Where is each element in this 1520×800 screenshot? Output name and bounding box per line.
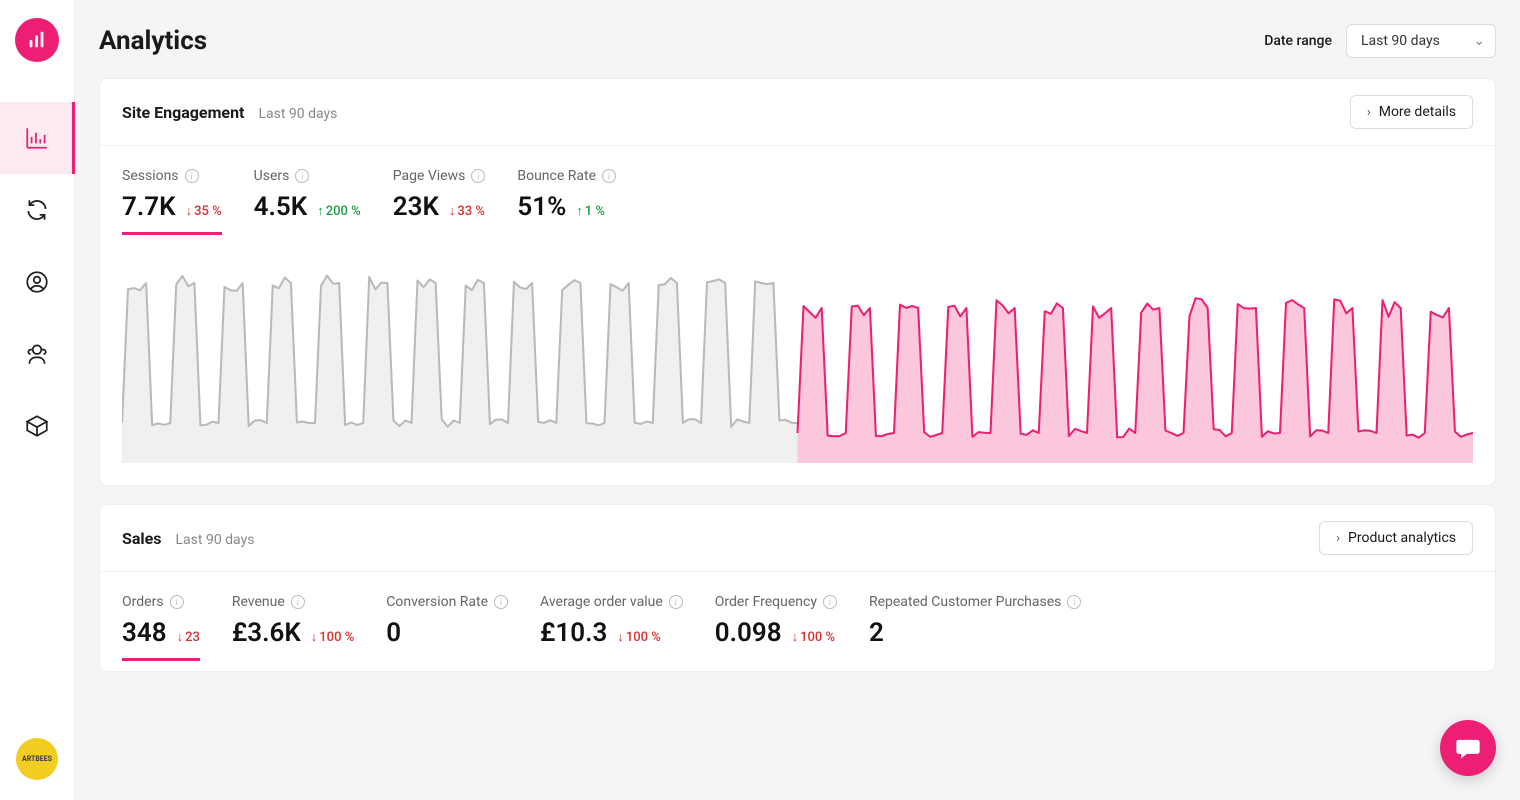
user-circle-icon (24, 269, 50, 295)
chevron-right-icon: › (1367, 105, 1371, 120)
metric-repeated-customer-purchases[interactable]: Repeated Customer Purchases i 2 (869, 594, 1081, 661)
page-title: Analytics (99, 26, 207, 56)
info-icon[interactable]: i (823, 595, 837, 609)
chat-bubble-button[interactable] (1440, 720, 1496, 776)
chevron-down-icon: ⌄ (1473, 33, 1485, 49)
sales-title: Sales (122, 529, 162, 548)
info-icon[interactable]: i (185, 169, 199, 183)
metric-revenue[interactable]: Revenue i £3.6K ↓100 % (232, 594, 354, 661)
artbees-badge-label: ARTBEES (22, 755, 52, 763)
artbees-badge: ARTBEES (16, 738, 58, 780)
metric-delta: ↓23 (177, 629, 200, 645)
metric-label: Sessions (122, 168, 179, 184)
metric-label: Page Views (393, 168, 466, 184)
metric-page-views[interactable]: Page Views i 23K ↓33 % (393, 168, 486, 235)
sidebar-item-analytics[interactable] (0, 102, 75, 174)
engagement-subtitle: Last 90 days (258, 106, 337, 122)
metric-value: 51% (517, 192, 566, 222)
metric-value: 0 (386, 618, 401, 648)
metric-delta: ↑200 % (317, 203, 360, 219)
metric-label: Orders (122, 594, 164, 610)
engagement-card: Site Engagement Last 90 days › More deta… (99, 78, 1496, 486)
date-range-value: Last 90 days (1361, 33, 1440, 49)
metric-delta: ↓33 % (449, 203, 485, 219)
metric-value: £3.6K (232, 618, 301, 648)
metric-average-order-value[interactable]: Average order value i £10.3 ↓100 % (540, 594, 683, 661)
chevron-right-icon: › (1336, 531, 1340, 546)
support-user-icon (24, 341, 50, 367)
metric-delta: ↓35 % (186, 203, 222, 219)
sidebar-item-users[interactable] (0, 318, 75, 390)
metric-value: £10.3 (540, 618, 607, 648)
info-icon[interactable]: i (295, 169, 309, 183)
metric-value: 4.5K (254, 192, 308, 222)
metric-orders[interactable]: Ordersi348 ↓23 (122, 594, 200, 661)
info-icon[interactable]: i (494, 595, 508, 609)
metric-label: Bounce Rate (517, 168, 596, 184)
more-details-label: More details (1379, 104, 1456, 120)
chat-icon (1454, 734, 1482, 762)
info-icon[interactable]: i (170, 595, 184, 609)
app-logo (15, 18, 59, 62)
date-range-label: Date range (1264, 33, 1332, 49)
refresh-icon (24, 197, 50, 223)
sales-metrics: Ordersi348↓23Revenuei£3.6K↓100 %Conversi… (100, 572, 1495, 671)
product-analytics-label: Product analytics (1348, 530, 1456, 546)
engagement-card-header: Site Engagement Last 90 days › More deta… (100, 79, 1495, 146)
sales-subtitle: Last 90 days (176, 532, 255, 548)
sidebar: ARTBEES (0, 0, 75, 800)
metric-sessions[interactable]: Sessions i 7.7K ↓35 % (122, 168, 222, 235)
metric-label: Order Frequency (715, 594, 817, 610)
more-details-button[interactable]: › More details (1350, 95, 1473, 129)
sales-card: Sales Last 90 days › Product analytics O… (99, 504, 1496, 672)
metric-delta: ↓100 % (311, 629, 354, 645)
metric-label: Average order value (540, 594, 663, 610)
sidebar-item-customers[interactable] (0, 246, 75, 318)
metric-delta: ↓100 % (792, 629, 835, 645)
metric-label: Revenue (232, 594, 285, 610)
metric-order-frequency[interactable]: Order Frequency i 0.098 ↓100 % (715, 594, 837, 661)
sidebar-item-sync[interactable] (0, 174, 75, 246)
info-icon[interactable]: i (669, 595, 683, 609)
info-icon[interactable]: i (291, 595, 305, 609)
logo-bars-icon (26, 29, 48, 51)
engagement-title: Site Engagement (122, 103, 244, 122)
engagement-chart (100, 245, 1495, 485)
metric-label: Conversion Rate (386, 594, 488, 610)
metric-users[interactable]: Usersi 4.5K ↑200 % (254, 168, 361, 235)
metric-value: 23K (393, 192, 439, 222)
sidebar-item-products[interactable] (0, 390, 75, 462)
info-icon[interactable]: i (471, 169, 485, 183)
info-icon[interactable]: i (602, 169, 616, 183)
bar-chart-icon (24, 125, 50, 151)
engagement-chart-svg (122, 253, 1473, 463)
metric-delta: ↑1 % (576, 203, 605, 219)
metric-value: 2 (869, 618, 884, 648)
metric-delta: ↓100 % (617, 629, 660, 645)
metric-label: Users (254, 168, 290, 184)
engagement-metrics: Sessionsi7.7K↓35 %Usersi4.5K↑200 %Page V… (100, 146, 1495, 245)
info-icon[interactable]: i (1067, 595, 1081, 609)
sales-card-header: Sales Last 90 days › Product analytics (100, 505, 1495, 572)
metric-value: 348 (122, 618, 167, 648)
date-range-control: Date range Last 90 days ⌄ (1264, 24, 1496, 58)
main-content: Analytics Date range Last 90 days ⌄ Site… (75, 0, 1520, 800)
metric-bounce-rate[interactable]: Bounce Rate i 51% ↑1 % (517, 168, 616, 235)
date-range-select[interactable]: Last 90 days ⌄ (1346, 24, 1496, 58)
product-analytics-button[interactable]: › Product analytics (1319, 521, 1473, 555)
metric-value: 0.098 (715, 618, 782, 648)
box-icon (24, 413, 50, 439)
metric-conversion-rate[interactable]: Conversion Rate i 0 (386, 594, 508, 661)
metric-value: 7.7K (122, 192, 176, 222)
page-header: Analytics Date range Last 90 days ⌄ (99, 24, 1496, 58)
metric-label: Repeated Customer Purchases (869, 594, 1061, 610)
